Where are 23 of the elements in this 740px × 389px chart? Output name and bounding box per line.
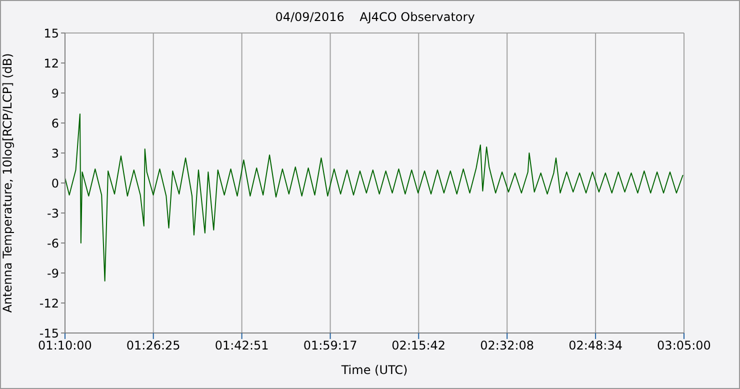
- y-tick-label: 0: [51, 176, 59, 190]
- y-tick-label: 15: [44, 26, 59, 40]
- x-tick-label: 01:42:51: [214, 338, 269, 353]
- x-tick-label: 02:32:08: [480, 338, 534, 353]
- x-tick-label: 01:59:17: [303, 338, 358, 353]
- y-tick-label: -3: [47, 206, 59, 220]
- y-tick-label: -9: [47, 266, 59, 280]
- y-tick-label: 6: [51, 116, 59, 130]
- x-axis-title: Time (UTC): [340, 363, 408, 377]
- y-axis-title: Antenna Temperature, 10log[RCP/LCP] (dB): [0, 53, 14, 313]
- x-tick-label: 02:15:42: [392, 338, 446, 353]
- x-tick-label: 03:05:00: [657, 338, 711, 353]
- y-tick-label: -6: [47, 236, 59, 250]
- y-tick-label: 12: [44, 56, 59, 70]
- y-tick-label: -15: [39, 326, 59, 340]
- x-tick-label: 01:10:00: [38, 338, 92, 353]
- line-series: [65, 114, 684, 282]
- x-tick-label: 02:48:34: [568, 338, 622, 353]
- x-tick-label: 01:26:25: [126, 338, 180, 353]
- y-tick-label: -12: [39, 296, 59, 310]
- chart-title: 04/09/2016 AJ4CO Observatory: [274, 10, 476, 24]
- y-tick-label: 3: [51, 146, 59, 160]
- y-tick-label: 9: [51, 86, 59, 100]
